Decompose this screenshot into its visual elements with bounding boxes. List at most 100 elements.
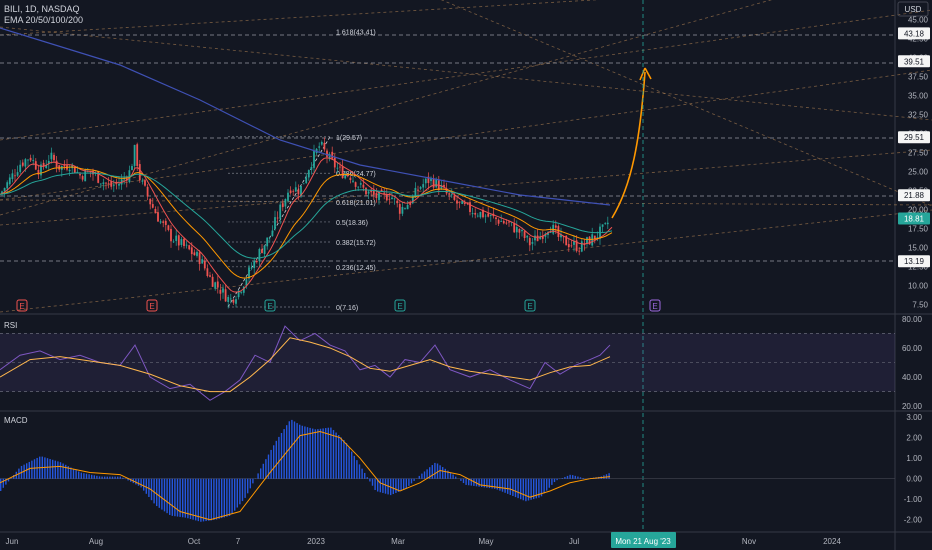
candle-body (604, 223, 607, 224)
candle-body (211, 276, 214, 287)
candle-body (42, 162, 45, 167)
candle-body (53, 154, 55, 161)
candle-body (6, 182, 9, 189)
candle-body (570, 245, 573, 247)
candle-body (476, 215, 479, 217)
candle-body (331, 151, 334, 159)
earnings-marker-label: E (652, 302, 657, 311)
macd-histogram-bar (509, 478, 511, 495)
macd-tick-label: -1.00 (904, 495, 923, 504)
macd-histogram-bar (556, 478, 558, 481)
macd-histogram-bar (171, 478, 173, 516)
candle-body (310, 166, 313, 170)
macd-histogram-bar (236, 478, 238, 508)
candle-body (146, 186, 149, 197)
candle-body (203, 260, 206, 269)
candle-body (258, 248, 261, 262)
macd-histogram-bar (403, 478, 405, 490)
candle-body (305, 177, 308, 184)
currency-box (897, 1, 929, 17)
candle-body (242, 286, 245, 293)
candle-body (55, 160, 58, 168)
candle-body (175, 235, 178, 241)
candle-body (354, 182, 357, 187)
candle-body (24, 159, 27, 167)
candle-body (531, 242, 534, 244)
candle-body (110, 181, 113, 187)
candle-body (8, 177, 11, 185)
fib-trend-line (227, 136, 331, 308)
macd-histogram-bar (356, 460, 358, 479)
macd-histogram-bar (460, 478, 462, 481)
fib-level-label: 0(7.16) (336, 305, 358, 312)
candle-body (102, 182, 105, 185)
macd-histogram-bar (507, 478, 509, 494)
candle-body (333, 157, 336, 168)
candle-body (180, 239, 183, 245)
candle-body (219, 289, 222, 294)
candle-body (302, 183, 305, 185)
time-tick-label: Jul (569, 537, 579, 546)
macd-tick-label: 1.00 (906, 454, 922, 463)
macd-histogram-bar (540, 478, 543, 497)
candle-body (40, 164, 42, 176)
candle-body (547, 232, 549, 235)
macd-histogram-bar (145, 478, 147, 494)
candle-body (3, 187, 6, 192)
candle-body (453, 195, 456, 200)
macd-histogram-bar (98, 476, 101, 479)
macd-histogram-bar (270, 449, 272, 479)
candle-body (489, 214, 492, 216)
macd-histogram-bar (59, 462, 62, 479)
macd-histogram-bar (546, 478, 548, 491)
macd-histogram-bar (182, 478, 184, 518)
candle-body (562, 236, 565, 238)
macd-histogram-bar (278, 436, 280, 479)
macd-histogram-bar (314, 429, 316, 479)
candle-body (79, 173, 81, 176)
candle-body (398, 204, 401, 214)
macd-histogram-bar (280, 433, 283, 479)
macd-histogram-bar (156, 478, 158, 507)
price-tick-label: 25.00 (908, 167, 929, 176)
candle-body (601, 224, 604, 227)
macd-histogram-bar (62, 463, 64, 479)
macd-histogram-bar (397, 478, 400, 492)
candle-body (586, 237, 588, 244)
candle-body (391, 197, 393, 199)
candle-body (422, 184, 425, 188)
macd-histogram-bar (2, 478, 4, 488)
candle-body (443, 184, 445, 187)
candle-body (440, 184, 443, 190)
candle-body (105, 182, 107, 184)
candle-body (352, 180, 354, 182)
candle-body (463, 202, 466, 204)
macd-histogram-bar (184, 478, 186, 518)
earnings-marker-box (649, 299, 661, 312)
candle-body (539, 236, 542, 240)
macd-histogram-bar (197, 478, 199, 522)
macd-histogram-bar (239, 478, 241, 505)
candle-body (34, 161, 37, 170)
earnings-marker-box (394, 299, 406, 312)
macd-histogram-bar (249, 478, 251, 489)
macd-histogram-bar (452, 474, 454, 479)
candle-body (237, 290, 240, 298)
candle-body (349, 177, 352, 181)
candle-body (417, 189, 419, 191)
macd-histogram-bar (166, 478, 168, 514)
macd-histogram-bar (44, 457, 46, 479)
candle-body (365, 187, 367, 195)
macd-histogram-bar (525, 478, 527, 502)
macd-histogram-bar (215, 478, 218, 520)
macd-histogram-bar (478, 478, 480, 487)
macd-histogram-bar (117, 476, 119, 479)
macd-histogram-bar (293, 421, 296, 479)
candle-body (367, 191, 370, 194)
macd-histogram-bar (218, 478, 220, 519)
candle-body (177, 235, 180, 246)
macd-histogram-bar (260, 468, 262, 479)
macd-histogram-bar (33, 459, 36, 479)
candle-body (328, 154, 331, 160)
